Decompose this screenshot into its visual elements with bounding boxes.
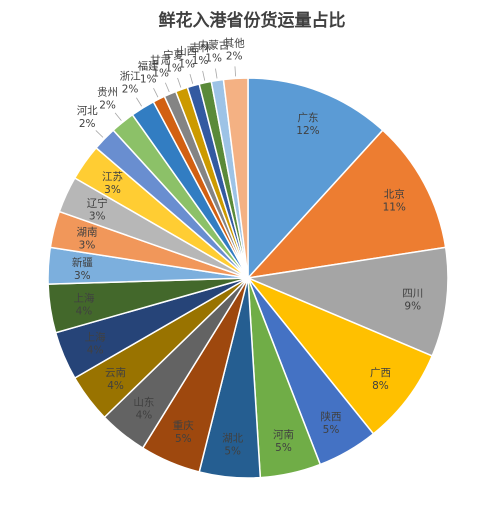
slice-value-20: 1% [152,68,169,80]
slice-label-2: 四川 [402,287,423,299]
slice-value-4: 5% [323,424,340,436]
slice-label-12: 新疆 [72,256,93,269]
leader-line-21 [177,77,182,88]
slice-value-8: 4% [136,409,153,421]
leader-line-25 [234,66,236,77]
leader-line-24 [215,68,218,79]
slice-label-17: 贵州 [97,85,118,98]
slice-value-6: 5% [224,445,241,457]
slice-value-11: 4% [76,305,93,317]
slice-label-25: 其他 [224,36,245,49]
slice-value-13: 3% [79,240,96,252]
slice-value-18: 2% [122,84,139,96]
slice-label-18: 浙江 [120,71,141,83]
slice-label-3: 广西 [370,367,391,379]
pie-slice-25 [222,77,249,279]
pie-slice-2 [245,246,449,357]
slice-label-10: 上海 [85,331,106,344]
slice-label-23: 吉林 [190,41,211,54]
slice-value-7: 5% [175,433,192,445]
slice-label-11: 上海 [73,291,94,304]
slice-value-19: 1% [140,73,157,85]
slice-value-5: 5% [275,442,292,454]
slice-label-0: 广东 [297,111,318,124]
slice-label-15: 江苏 [102,170,123,183]
slice-label-14: 辽宁 [87,197,108,210]
slice-value-21: 1% [165,63,182,75]
leader-line-16 [95,130,104,138]
slice-label-19: 福建 [138,59,159,72]
slice-label-24: 内蒙古 [198,39,230,52]
slice-value-23: 1% [192,55,209,67]
slice-value-16: 2% [79,118,96,130]
slice-label-9: 云南 [105,366,126,379]
pie-slice-3 [247,277,434,435]
slice-value-10: 4% [87,345,104,357]
slice-value-22: 1% [178,59,195,71]
slice-label-20: 甘肃 [150,54,171,67]
slice-label-21: 宁夏 [163,49,184,62]
leader-line-19 [153,88,159,98]
slice-value-25: 2% [226,50,243,62]
slice-value-24: 1% [205,53,222,65]
slice-label-8: 山东 [133,395,154,408]
leader-line-23 [202,70,206,81]
slice-value-15: 3% [104,184,121,196]
leader-line-20 [164,82,170,93]
slice-value-0: 12% [296,125,319,137]
slice-value-2: 9% [404,300,421,312]
slice-label-16: 河北 [77,105,98,117]
leader-line-17 [114,112,122,121]
slice-value-12: 3% [74,270,91,282]
slice-value-17: 2% [99,99,116,111]
chart-title: 鲜花入港省份货运量占比 [158,11,346,31]
pie-slice-1 [246,129,447,280]
slice-value-3: 8% [372,380,389,392]
leader-line-18 [136,97,143,107]
leader-line-22 [189,73,194,84]
slice-value-14: 3% [89,211,106,223]
slice-label-22: 山西 [176,46,197,58]
slice-value-1: 11% [383,201,406,213]
pie-slice-0 [247,77,384,280]
slice-label-7: 重庆 [173,419,194,432]
slice-label-5: 河南 [273,428,294,441]
slice-label-4: 陕西 [321,410,342,423]
slice-label-6: 湖北 [222,432,243,444]
slice-value-9: 4% [107,380,124,392]
slice-label-13: 湖南 [77,226,98,239]
slice-label-1: 北京 [384,187,405,200]
